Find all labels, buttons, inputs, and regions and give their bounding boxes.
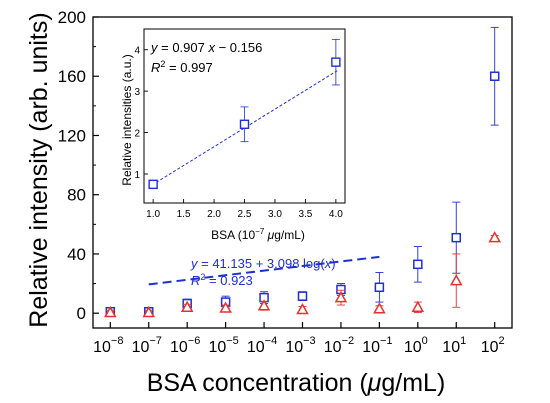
data-point-triangle xyxy=(373,302,386,314)
y-tick-label: 160 xyxy=(58,67,86,86)
x-tick-label: 10−8 xyxy=(93,335,123,356)
fit-r-squared: R2 = 0.923 xyxy=(191,272,253,288)
inset-x-tick-label: 4.0 xyxy=(329,209,343,220)
data-point-triangle xyxy=(334,291,348,303)
data-point-triangle xyxy=(219,301,232,313)
x-tick-label: 102 xyxy=(481,335,505,356)
x-tick-label: 10−2 xyxy=(324,335,354,356)
data-point-triangle xyxy=(104,305,117,318)
data-point-triangle xyxy=(142,305,156,318)
y-tick-label: 40 xyxy=(67,245,86,264)
inset-x-tick-label: 1.0 xyxy=(146,209,160,220)
fit-line xyxy=(148,255,380,286)
inset-fit-r-squared: R2 = 0.997 xyxy=(151,59,213,75)
x-axis-label: BSA concentration (μg/mL) xyxy=(147,369,446,397)
x-tick-label: 10−1 xyxy=(362,335,392,356)
x-tick-label: 100 xyxy=(404,335,428,356)
inset-y-tick-label: 1 xyxy=(134,170,140,181)
data-point-triangle xyxy=(449,274,463,286)
x-tick-label: 10−3 xyxy=(285,335,315,356)
inset-y-tick-label: 2 xyxy=(134,129,140,140)
inset-x-tick-label: 3.0 xyxy=(268,209,282,220)
x-tick-label: 10−6 xyxy=(170,335,200,356)
data-point-triangle xyxy=(180,300,194,313)
y-tick-label: 200 xyxy=(58,8,86,27)
inset-x-axis-label: BSA (10−7 μg/mL) xyxy=(211,227,305,242)
data-point-square xyxy=(451,232,462,243)
inset-y-axis-label: Relative intensities (a.u.) xyxy=(120,54,134,185)
inset-x-tick-label: 2.5 xyxy=(238,209,252,220)
data-point-triangle xyxy=(257,299,271,311)
data-point-triangle xyxy=(488,231,501,243)
inset-data-point xyxy=(239,119,250,129)
data-point-square xyxy=(413,259,423,270)
y-tick-label: 80 xyxy=(67,186,86,205)
fit-equation: y = 41.135 + 3.098 log(x) xyxy=(190,256,336,271)
y-tick-label: 120 xyxy=(58,126,86,145)
x-tick-label: 10−4 xyxy=(247,335,277,356)
x-tick-label: 10−7 xyxy=(132,335,162,356)
inset-y-tick-label: 4 xyxy=(134,46,140,57)
main-plot: 0 40 80 120 160 200 10−8 10−7 10−6 10−5 10−4 10−3 10… xyxy=(58,8,513,356)
x-tick-label: 101 xyxy=(442,335,466,356)
x-tick-label: 10−5 xyxy=(208,335,238,356)
data-point-triangle xyxy=(411,300,425,313)
inset-x-tick-label: 2.0 xyxy=(207,209,221,220)
y-tick-label: 0 xyxy=(77,304,86,323)
inset-x-tick-label: 3.5 xyxy=(298,209,312,220)
data-point-square xyxy=(489,71,500,81)
y-axis-label: Relative intensity (arb. units) xyxy=(25,12,53,327)
inset-x-tick-label: 1.5 xyxy=(177,209,191,220)
inset-fit-equation: y = 0.907 x − 0.156 xyxy=(150,40,262,55)
inset-y-tick-label: 3 xyxy=(134,87,140,98)
inset-data-point xyxy=(148,179,158,190)
data-point-square xyxy=(297,291,308,301)
data-point-square xyxy=(374,282,385,293)
data-point-triangle xyxy=(296,302,309,315)
inset-data-point xyxy=(331,57,341,67)
inset-fit-line xyxy=(151,70,338,186)
inset-plot: 1.0 1.5 2.0 2.5 3.0 3.5 4.0 1 2 3 4 xyxy=(134,28,346,220)
